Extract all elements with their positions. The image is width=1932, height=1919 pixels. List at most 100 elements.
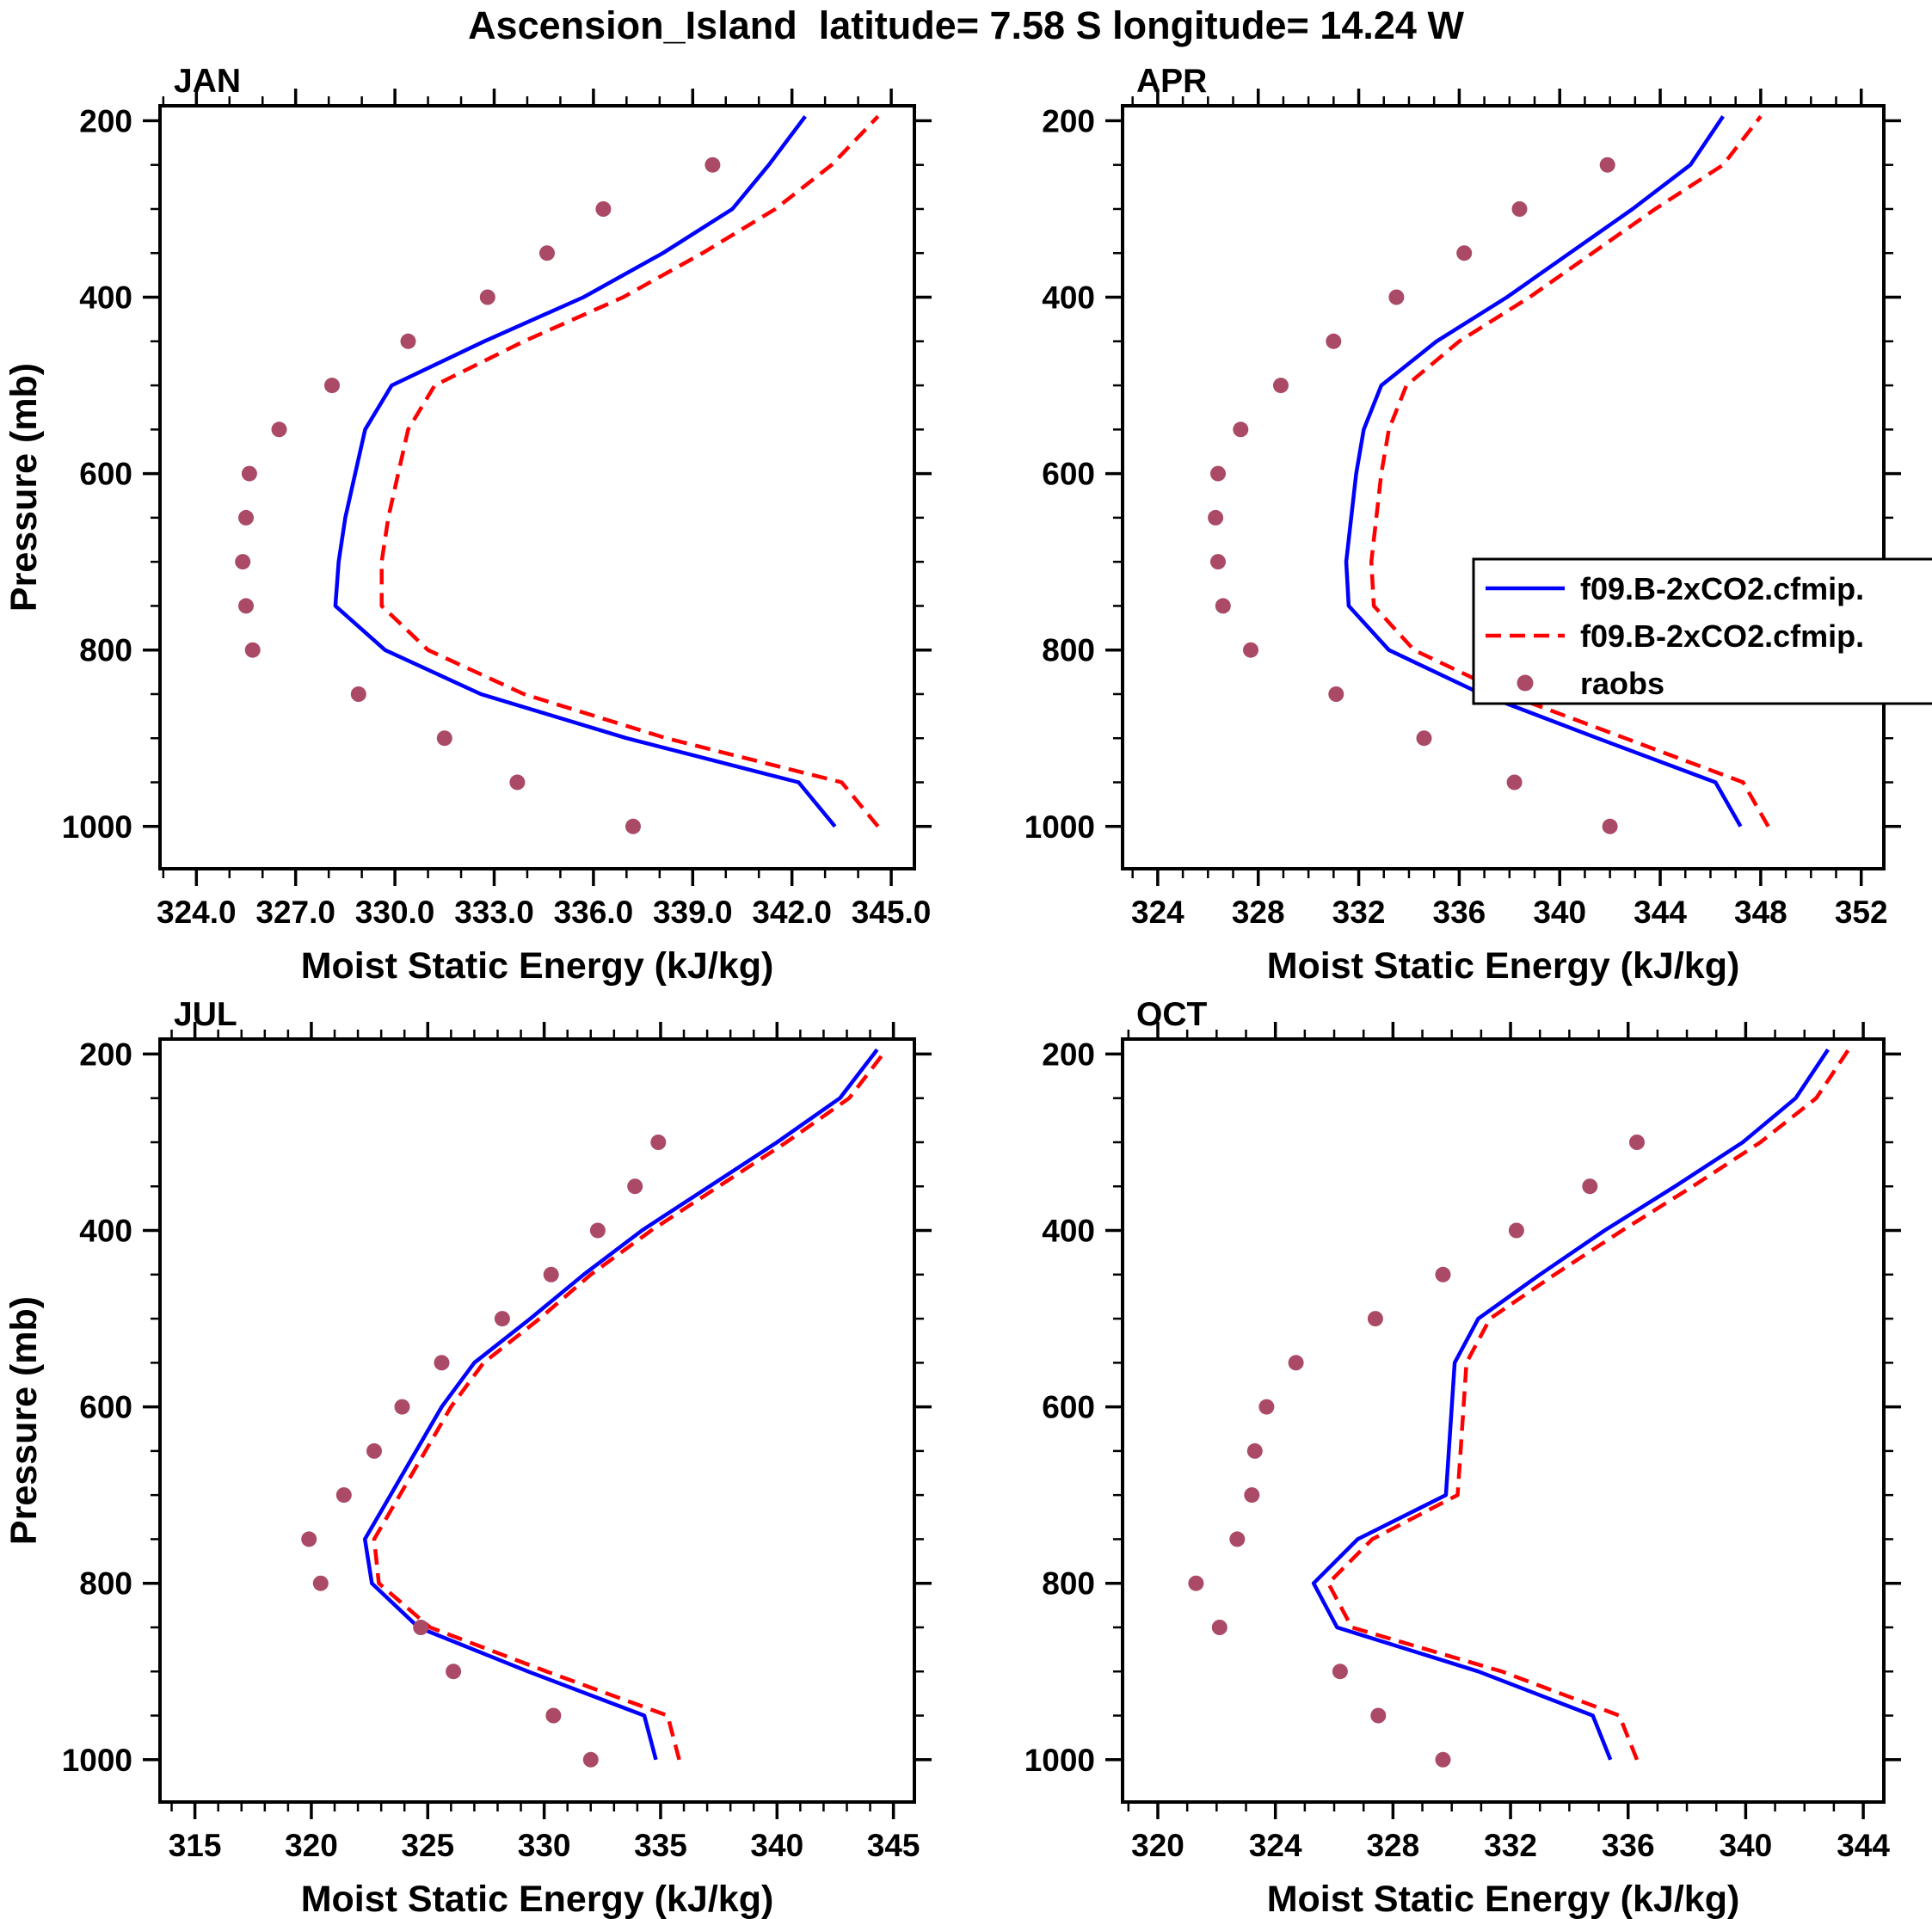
raobs-dot bbox=[625, 818, 641, 834]
y-tick-label: 200 bbox=[79, 1036, 132, 1072]
raobs-dot bbox=[494, 1311, 510, 1327]
x-tick-label: 340 bbox=[1533, 895, 1586, 930]
legend: f09.B-2xCO2.cfmip. f09.B-2xCO2.cfmip. raob… bbox=[1472, 557, 1932, 705]
raobs-dot bbox=[436, 730, 452, 747]
raobs-dot bbox=[1629, 1135, 1645, 1150]
raobs-dot bbox=[1273, 378, 1289, 394]
panel-month-label: JAN bbox=[174, 63, 241, 100]
raobs-dot bbox=[1229, 1531, 1246, 1547]
y-tick-label: 1000 bbox=[62, 809, 132, 845]
y-tick-label: 600 bbox=[79, 457, 132, 492]
raobs-dot bbox=[1599, 157, 1615, 173]
raobs-dot bbox=[400, 333, 416, 349]
model1-line bbox=[1311, 1049, 1830, 1761]
panel-apr: 324 328 332 336 340 344 348 352 200 400 600 800 1000… bbox=[1024, 63, 1901, 987]
raobs-dot bbox=[238, 598, 254, 614]
x-tick-label: 328 bbox=[1232, 895, 1285, 930]
x-tick-label: 332 bbox=[1484, 1828, 1537, 1863]
y-axis-title: Pressure (mb) bbox=[3, 363, 45, 612]
x-tick-label: 345 bbox=[867, 1828, 920, 1863]
raobs-dot bbox=[1210, 554, 1226, 570]
legend-box bbox=[1472, 557, 1932, 705]
y-tick-label: 400 bbox=[79, 280, 132, 316]
y-tick-label: 600 bbox=[79, 1390, 132, 1425]
raobs-dot bbox=[479, 289, 495, 305]
y-axis-title: Pressure (mb) bbox=[3, 1296, 45, 1545]
y-tick-label: 600 bbox=[1042, 1390, 1095, 1425]
x-tick-label: 325 bbox=[401, 1828, 454, 1863]
figure-title: Ascension_Island latitude= 7.58 S longit… bbox=[468, 3, 1464, 47]
x-axis-title: Moist Static Energy (kJ/kg) bbox=[1267, 945, 1740, 987]
model2-line bbox=[372, 1048, 889, 1761]
raobs-dot bbox=[244, 642, 261, 658]
x-tick-label: 336.0 bbox=[554, 895, 634, 930]
legend-label: f09.B-2xCO2.cfmip. bbox=[1580, 618, 1864, 654]
y-tick-label: 800 bbox=[1042, 1566, 1095, 1602]
raobs-dot bbox=[324, 378, 340, 394]
panel-month-label: APR bbox=[1136, 63, 1207, 100]
x-tick-label: 332 bbox=[1332, 895, 1386, 930]
x-tick-label: 348 bbox=[1734, 895, 1787, 930]
raobs-dot bbox=[1211, 1620, 1227, 1635]
y-tick-label: 800 bbox=[79, 1566, 132, 1602]
plot-box bbox=[158, 104, 916, 870]
raobs-dot bbox=[1210, 465, 1226, 482]
x-tick-label: 324 bbox=[1249, 1828, 1302, 1863]
x-tick-label: 333.0 bbox=[454, 895, 534, 930]
x-tick-label: 344 bbox=[1634, 895, 1687, 930]
raobs-dot bbox=[238, 509, 254, 526]
model2-line bbox=[379, 114, 880, 828]
raobs-dot bbox=[705, 157, 721, 173]
plot-box bbox=[1121, 104, 1886, 870]
raobs-dot bbox=[413, 1620, 429, 1635]
y-tick-label: 400 bbox=[79, 1214, 132, 1249]
raobs-dot bbox=[509, 774, 526, 790]
raobs-dot bbox=[650, 1135, 667, 1150]
raobs-dot bbox=[1326, 333, 1342, 349]
panel-jul: 315 320 325 330 335 340 345 200 400 600 800 1000 JUL… bbox=[3, 996, 932, 1919]
raobs-dot bbox=[434, 1355, 450, 1371]
y-tick-label: 600 bbox=[1042, 457, 1095, 492]
x-tick-label: 324 bbox=[1131, 895, 1184, 930]
legend-dot bbox=[1517, 674, 1534, 692]
x-tick-label: 328 bbox=[1366, 1828, 1419, 1863]
model1-line bbox=[362, 1048, 879, 1761]
y-tick-label: 800 bbox=[79, 633, 132, 668]
model1-line bbox=[1344, 115, 1743, 827]
model1-line bbox=[333, 114, 837, 828]
raobs-dot bbox=[271, 421, 287, 438]
raobs-dot bbox=[1208, 509, 1224, 526]
raobs-dot bbox=[335, 1487, 352, 1504]
panel-jan: 324.0 327.0 330.0 333.0 336.0 339.0 342.0 345.0… bbox=[3, 63, 932, 987]
x-axis-title: Moist Static Energy (kJ/kg) bbox=[301, 1879, 774, 1919]
raobs-dot bbox=[1388, 289, 1405, 305]
raobs-dot bbox=[627, 1178, 643, 1195]
raobs-dot bbox=[241, 465, 257, 482]
raobs-dot bbox=[582, 1751, 599, 1768]
raobs-dot bbox=[1370, 1707, 1387, 1724]
raobs-dot bbox=[1506, 774, 1523, 790]
raobs-dot bbox=[589, 1222, 606, 1239]
raobs-dot bbox=[1582, 1178, 1598, 1195]
raobs-dot bbox=[1258, 1399, 1275, 1415]
raobs-dot bbox=[1244, 1487, 1260, 1504]
y-tick-label: 400 bbox=[1042, 280, 1095, 316]
raobs-dot bbox=[446, 1664, 462, 1680]
plot-box bbox=[158, 1037, 916, 1804]
raobs-dot bbox=[235, 554, 251, 570]
x-tick-label: 315 bbox=[169, 1828, 222, 1863]
x-tick-label: 335 bbox=[634, 1828, 687, 1863]
plot-box bbox=[1121, 1037, 1886, 1804]
raobs-dot bbox=[1416, 730, 1432, 747]
raobs-dot bbox=[1435, 1266, 1451, 1282]
x-axis-title: Moist Static Energy (kJ/kg) bbox=[1267, 1879, 1740, 1919]
model2-line bbox=[1326, 1049, 1850, 1761]
raobs-dot bbox=[1508, 1222, 1524, 1239]
raobs-dot bbox=[350, 686, 366, 702]
raobs-dot bbox=[394, 1399, 410, 1415]
panel-oct: 320 324 328 332 336 340 344 200 400 600 800 1000 OCT… bbox=[1024, 996, 1901, 1919]
y-tick-label: 800 bbox=[1042, 633, 1095, 668]
model2-line bbox=[1369, 114, 1770, 827]
panel-month-label: OCT bbox=[1136, 996, 1208, 1033]
